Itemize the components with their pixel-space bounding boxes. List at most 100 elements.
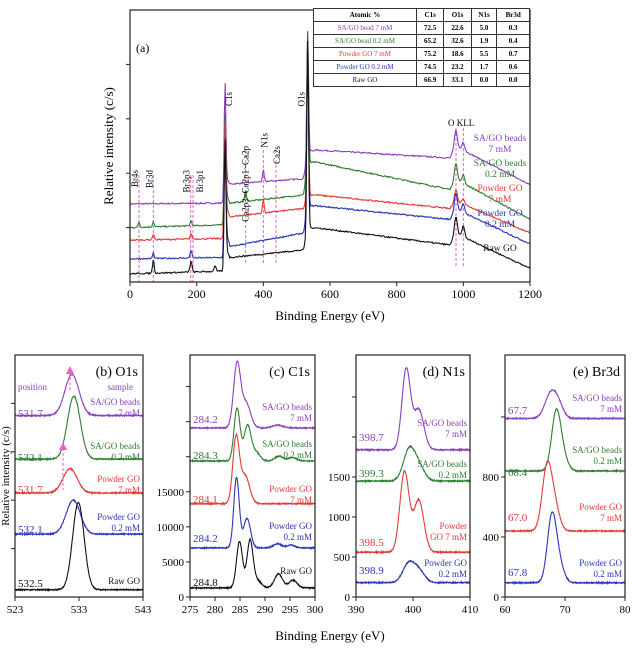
sample-name-cell: Powder GO 7 mM (313, 47, 417, 61)
series-label: Powder GO (97, 512, 140, 522)
column-header-position: position (18, 382, 48, 392)
peak-position-label: 531.7 (18, 484, 43, 496)
x-tick-label: 1200 (518, 287, 542, 301)
series-label: 0.2 mM (283, 450, 312, 460)
series-label: SA/GO beads (262, 439, 312, 449)
series-label: Powder GO (477, 209, 522, 219)
series-label: SA/GO beads (474, 159, 527, 169)
series-label: 7 mM (489, 145, 513, 155)
peak-label: Ca2s (272, 146, 282, 164)
panel-e (501, 354, 626, 601)
series-line-powder-go-7-mm (189, 432, 316, 507)
y-tick-label: 0 (345, 592, 351, 604)
x-tick-label: 1000 (451, 287, 475, 301)
series-label: 0.2 mM (485, 220, 516, 230)
series-label: Powder GO (269, 521, 312, 531)
y-tick-label: 400 (483, 532, 500, 544)
series-label: SA/GO beads (262, 402, 312, 412)
x-tick-label: 390 (348, 604, 365, 616)
series-line-powder-go-0-2-mm (504, 511, 626, 586)
series-label: 7 mM (600, 513, 622, 523)
series-label: Powder GO (97, 474, 140, 484)
series-label: Powder GO (269, 484, 312, 494)
series-label: 7 mM (118, 485, 140, 495)
peak-position-label: 532.1 (18, 452, 43, 464)
value-cell: 33.1 (443, 73, 472, 87)
peak-position-label: 67.7 (508, 405, 528, 417)
value-cell: 5.0 (470, 21, 498, 35)
series-line-sa-go-beads-0-2-mm (504, 407, 626, 474)
x-tick-label: 0 (127, 287, 133, 301)
value-cell: 0.0 (496, 73, 530, 87)
x-tick-label: 295 (282, 604, 299, 616)
series-label: SA/GO beads (572, 393, 622, 403)
series-line-sa-go-beads-7-mm (129, 31, 531, 206)
peak-position-label: 398.7 (359, 432, 384, 444)
series-label: 0.2 mM (438, 569, 467, 579)
series-label: SA/GO beads (572, 445, 622, 455)
series-line-powder-go-7-mm (14, 466, 144, 496)
series-line-sa-go-beads-0-2-mm (130, 31, 531, 229)
peak-position-label: 284.8 (193, 577, 218, 589)
table-header: N1s (470, 8, 498, 22)
peak-position-label: 399.3 (359, 468, 384, 480)
x-tick-label: 80 (620, 604, 632, 616)
series-label: Powder GO (579, 502, 622, 512)
arrow-up-icon (59, 442, 67, 450)
table-header: C1s (415, 8, 445, 22)
value-cell: 65.2 (415, 34, 445, 48)
series-label: Powder (440, 521, 468, 531)
panel-title: (b) O1s (96, 365, 138, 380)
y-tick-label: 0 (494, 592, 500, 604)
series-line-powder-go-0-2-mm (14, 498, 144, 537)
panel-title: (e) Br3d (573, 365, 620, 380)
x-tick-label: 290 (257, 604, 274, 616)
series-label: SA/GO beads (90, 441, 140, 451)
series-label: GO 7 mM (430, 532, 467, 542)
series-label: 7 mM (445, 429, 467, 439)
peak-label: Br3p3 (182, 170, 192, 193)
value-cell: 32.6 (443, 34, 472, 48)
series-label: Raw GO (108, 576, 140, 586)
peak-position-label: 532.5 (18, 578, 43, 590)
arrow-up-icon (66, 366, 74, 374)
series-label: Raw GO (483, 244, 517, 254)
table-row: SA/GO bead 0.2 mM 65.2 32.6 1.9 0.4 (313, 34, 530, 48)
series-label: 0.2 mM (593, 456, 622, 466)
series-label: SA/GO beads (90, 397, 140, 407)
x-tick-label: 285 (232, 604, 249, 616)
y-axis-label: Relative intensity (c/s) (0, 426, 12, 526)
peak-position-label: 67.0 (508, 512, 528, 524)
x-axis-label-bottom: Binding Energy (eV) (275, 628, 385, 643)
x-tick-label: 400 (405, 604, 422, 616)
y-tick-label: 500 (334, 552, 351, 564)
peak-position-label: 284.2 (193, 533, 218, 545)
series-line-sa-go-beads-0-2-mm (189, 407, 316, 464)
y-tick-label: 5000 (162, 557, 185, 569)
x-tick-label: 200 (188, 287, 206, 301)
peak-label: Br4s (130, 170, 140, 188)
table-row: Powder GO 7 mM 75.2 18.6 5.5 0.7 (313, 47, 530, 61)
value-cell: 72.5 (415, 21, 445, 35)
x-tick-label: 60 (500, 604, 512, 616)
peak-label: Ca2p3~Ca2p1~Ca2p (241, 146, 251, 222)
x-tick-label: 410 (462, 604, 479, 616)
series-line-powder-go-0-2-mm (189, 476, 316, 551)
y-tick-label: 0 (179, 592, 185, 604)
x-tick-label: 600 (321, 287, 339, 301)
series-line-raw-go (189, 537, 316, 591)
panel-title: (d) N1s (423, 365, 465, 380)
sample-name-cell: SA/GO bead 7 mM (313, 21, 417, 35)
x-tick-label: 533 (71, 604, 88, 616)
value-cell: 1.7 (470, 60, 498, 74)
table-header: Atomic % (313, 8, 417, 22)
series-label: Powder GO (424, 558, 467, 568)
series-line-powder-go-0-2-mm (355, 559, 471, 585)
table-row: Raw GO 66.9 33.1 0.0 0.0 (313, 73, 530, 87)
panel-b (11, 354, 144, 601)
series-label: 7 mM (600, 404, 622, 414)
value-cell: 74.5 (415, 60, 445, 74)
series-label: 0.2 mM (593, 569, 622, 579)
peak-position-label: 67.8 (508, 567, 528, 579)
value-cell: 5.5 (470, 47, 498, 61)
